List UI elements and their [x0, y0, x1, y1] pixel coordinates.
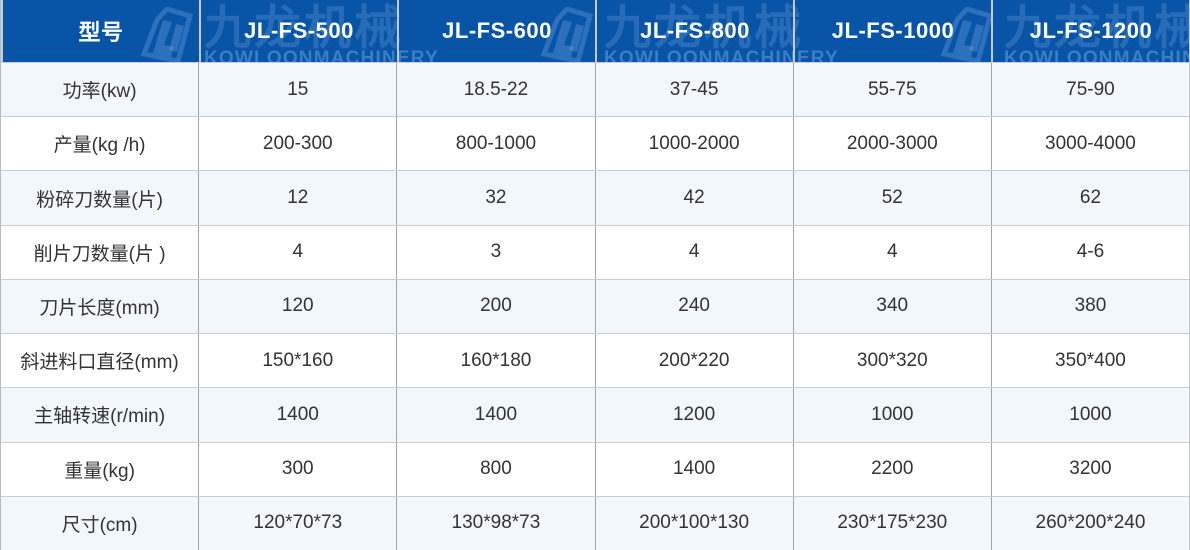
- spec-value-cell: 120: [198, 279, 396, 334]
- header-cell-model: JL-FS-1200: [991, 0, 1189, 62]
- table-row: 削片刀数量(片 ) 4 3 4 4 4-6: [1, 224, 1189, 279]
- header-cell-model-label: 型号: [1, 0, 199, 62]
- spec-value-cell: 4: [198, 225, 396, 279]
- row-label: 功率(kw): [62, 81, 137, 103]
- spec-value-cell: 230*175*230: [792, 496, 991, 550]
- spec-value-cell: 260*200*240: [990, 496, 1189, 550]
- spec-value-cell: 4: [594, 225, 793, 279]
- spec-value-cell: 1400: [198, 388, 396, 442]
- table-row: 刀片长度(mm) 120 200 240 340 380: [1, 278, 1189, 334]
- spec-value-cell: 150*160: [198, 334, 396, 388]
- table-row: 主轴转速(r/min) 1400 1400 1200 1000 1000: [1, 387, 1189, 442]
- spec-value-cell: 18.5-22: [396, 63, 594, 117]
- row-label: 重量(kg): [64, 460, 135, 482]
- spec-value-cell: 380: [990, 279, 1189, 334]
- spec-value-cell: 340: [792, 279, 991, 334]
- row-label: 斜进料口直径(mm): [20, 352, 179, 374]
- table-row: 重量(kg) 300 800 1400 2200 3200: [1, 441, 1189, 496]
- table-header-row: 九龙机械 KOWLOONMACHINERY 九龙机械 KOWLOONMACHINERY…: [1, 0, 1189, 62]
- spec-value-cell: 3: [396, 225, 594, 279]
- spec-value-cell: 300: [198, 442, 396, 496]
- spec-value-cell: 200*220: [594, 334, 793, 388]
- spec-value-cell: 160*180: [396, 334, 594, 388]
- row-label: 主轴转速(r/min): [34, 406, 166, 428]
- spec-value-cell: 4-6: [990, 225, 1189, 279]
- spec-value-cell: 300*320: [792, 334, 991, 388]
- spec-value-cell: 15: [198, 63, 396, 117]
- spec-value-cell: 37-45: [594, 63, 793, 117]
- row-label: 尺寸(cm): [61, 514, 138, 536]
- spec-value-cell: 1400: [594, 442, 793, 496]
- spec-value-cell: 52: [792, 171, 991, 225]
- table-row: 功率(kw) 15 18.5-22 37-45 55-75 75-90: [1, 62, 1189, 117]
- row-label: 刀片长度(mm): [39, 297, 160, 319]
- header-cell-model: JL-FS-600: [397, 0, 595, 62]
- spec-value-cell: 1200: [594, 388, 793, 442]
- spec-value-cell: 350*400: [990, 334, 1189, 388]
- spec-value-cell: 800-1000: [396, 117, 594, 171]
- spec-value-cell: 32: [396, 171, 594, 225]
- spec-value-cell: 1400: [396, 388, 594, 442]
- spec-value-cell: 200: [396, 279, 594, 334]
- row-label: 粉碎刀数量(片): [36, 189, 163, 211]
- table-row: 粉碎刀数量(片) 12 32 42 52 62: [1, 170, 1189, 225]
- spec-value-cell: 2000-3000: [792, 117, 991, 171]
- spec-value-cell: 75-90: [990, 63, 1189, 117]
- header-cell-model: JL-FS-800: [595, 0, 793, 62]
- spec-value-cell: 3200: [990, 442, 1189, 496]
- spec-value-cell: 240: [594, 279, 793, 334]
- spec-value-cell: 200-300: [198, 117, 396, 171]
- spec-value-cell: 42: [594, 171, 793, 225]
- spec-value-cell: 3000-4000: [990, 117, 1189, 171]
- spec-value-cell: 62: [990, 171, 1189, 225]
- table-row: 产量(kg /h) 200-300 800-1000 1000-2000 2000-30…: [1, 116, 1189, 171]
- spec-value-cell: 12: [198, 171, 396, 225]
- row-label: 产量(kg /h): [53, 135, 146, 157]
- spec-value-cell: 55-75: [792, 63, 991, 117]
- spec-value-cell: 2200: [792, 442, 991, 496]
- spec-value-cell: 4: [792, 225, 991, 279]
- table-row: 尺寸(cm) 120*70*73 130*98*73 200*100*130 230*1…: [1, 495, 1189, 550]
- header-cell-model: JL-FS-1000: [793, 0, 991, 62]
- spec-value-cell: 120*70*73: [198, 496, 396, 550]
- spec-value-cell: 1000: [792, 388, 991, 442]
- spec-value-cell: 200*100*130: [594, 496, 793, 550]
- spec-value-cell: 1000-2000: [594, 117, 793, 171]
- spec-value-cell: 800: [396, 442, 594, 496]
- header-cell-model: JL-FS-500: [199, 0, 397, 62]
- row-label: 削片刀数量(片 ): [33, 243, 166, 265]
- table-row: 斜进料口直径(mm) 150*160 160*180 200*220 300*320 35…: [1, 333, 1189, 388]
- table-body: 功率(kw) 15 18.5-22 37-45 55-75 75-90 产量(kg /h) 2…: [1, 62, 1189, 550]
- spec-value-cell: 1000: [990, 388, 1189, 442]
- spec-value-cell: 130*98*73: [396, 496, 594, 550]
